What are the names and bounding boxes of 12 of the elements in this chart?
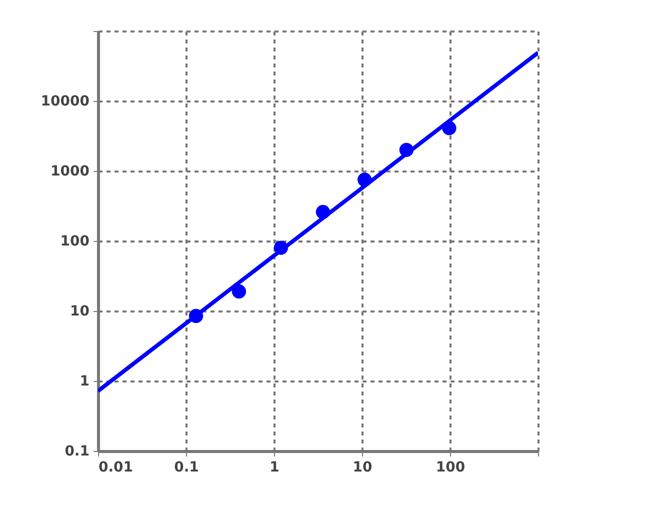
x-tick-label: 10	[352, 460, 372, 476]
y-tick-label: 1	[80, 374, 90, 390]
x-tick-label: 0.1	[174, 460, 199, 476]
x-tick-label: 1	[270, 460, 280, 476]
y-tick-label: 10000	[40, 94, 90, 110]
x-tick-label: 0.01	[98, 460, 134, 476]
y-tick-label: 10	[70, 304, 90, 320]
point	[232, 284, 246, 299]
y-tick-label: 1000	[50, 164, 90, 180]
y-tick-label: 100	[60, 234, 90, 250]
y-tick-label: 0.1	[64, 444, 90, 460]
x-tick-label: 100	[436, 460, 466, 476]
